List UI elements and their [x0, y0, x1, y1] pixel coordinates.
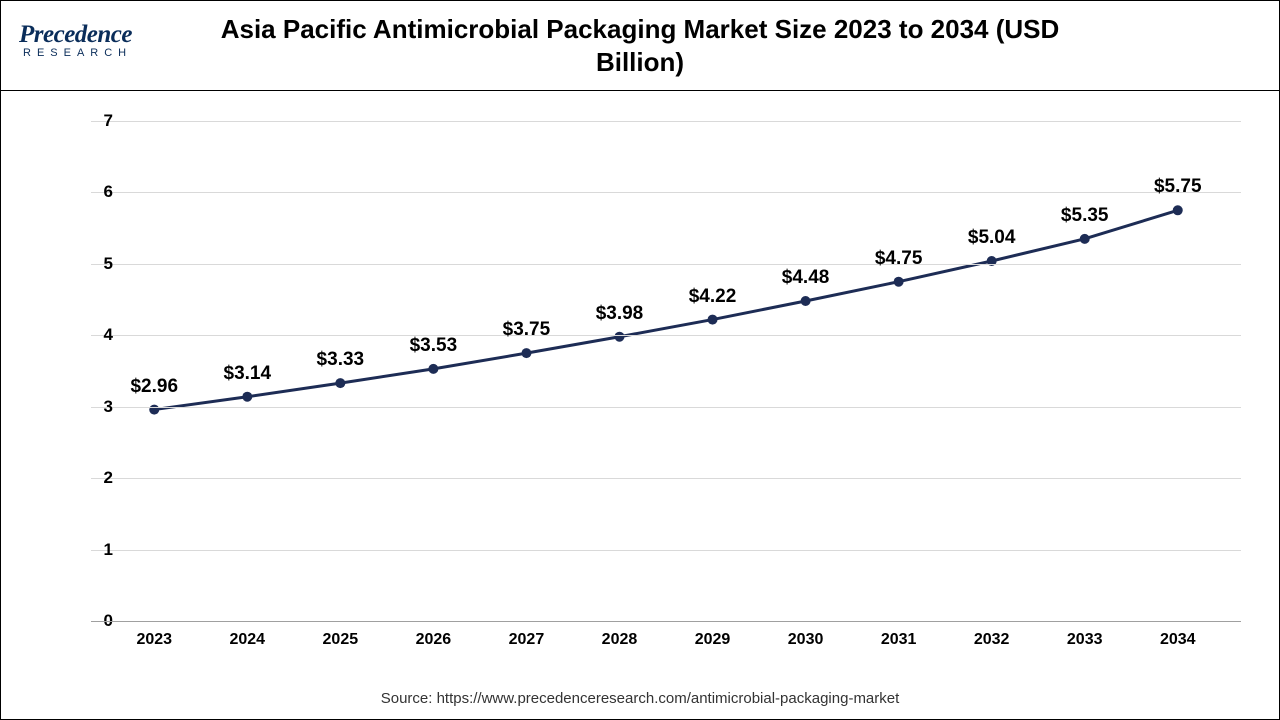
y-tick-label: 4 — [83, 325, 113, 345]
data-marker — [894, 277, 904, 287]
x-tick-label: 2024 — [229, 631, 265, 649]
x-tick-label: 2034 — [1160, 631, 1196, 649]
data-marker — [708, 315, 718, 325]
gridline — [91, 121, 1241, 122]
header: Precedence RESEARCH Asia Pacific Antimic… — [1, 1, 1279, 91]
data-marker — [428, 364, 438, 374]
y-tick-label: 7 — [83, 111, 113, 131]
data-label: $4.22 — [689, 286, 737, 308]
x-tick-label: 2028 — [602, 631, 638, 649]
logo-main: Precedence — [19, 21, 179, 49]
gridline — [91, 264, 1241, 265]
data-label: $2.96 — [130, 376, 178, 398]
logo-sub: RESEARCH — [19, 47, 179, 59]
chart-area: 0123456720232024202520262027202820292030… — [57, 121, 1257, 661]
x-tick-label: 2030 — [788, 631, 824, 649]
gridline — [91, 192, 1241, 193]
data-label: $3.14 — [224, 363, 272, 385]
brand-logo: Precedence RESEARCH — [19, 21, 179, 59]
data-marker — [1080, 234, 1090, 244]
data-label: $5.35 — [1061, 205, 1109, 227]
data-label: $4.75 — [875, 248, 923, 270]
line-series — [154, 210, 1178, 409]
gridline — [91, 407, 1241, 408]
y-tick-label: 6 — [83, 182, 113, 202]
data-marker — [801, 296, 811, 306]
x-tick-label: 2026 — [416, 631, 452, 649]
x-axis-line — [91, 621, 1241, 622]
chart-title: Asia Pacific Antimicrobial Packaging Mar… — [181, 13, 1099, 78]
gridline — [91, 550, 1241, 551]
x-tick-label: 2031 — [881, 631, 917, 649]
data-label: $3.98 — [596, 303, 644, 325]
source-attribution: Source: https://www.precedenceresearch.c… — [1, 690, 1279, 707]
data-label: $4.48 — [782, 267, 830, 289]
data-label: $3.75 — [503, 319, 551, 341]
data-label: $3.33 — [317, 349, 365, 371]
data-label: $3.53 — [410, 335, 458, 357]
data-marker — [242, 392, 252, 402]
data-marker — [614, 332, 624, 342]
data-label: $5.04 — [968, 227, 1016, 249]
plot-region: 0123456720232024202520262027202820292030… — [91, 121, 1241, 621]
data-marker — [335, 378, 345, 388]
x-tick-label: 2033 — [1067, 631, 1103, 649]
data-marker — [521, 348, 531, 358]
title-wrap: Asia Pacific Antimicrobial Packaging Mar… — [1, 13, 1279, 78]
gridline — [91, 335, 1241, 336]
x-tick-label: 2032 — [974, 631, 1010, 649]
x-tick-label: 2023 — [136, 631, 172, 649]
y-tick-label: 1 — [83, 540, 113, 560]
y-tick-label: 3 — [83, 397, 113, 417]
data-label: $5.75 — [1154, 176, 1202, 198]
x-tick-label: 2029 — [695, 631, 731, 649]
y-tick-label: 5 — [83, 254, 113, 274]
y-tick-label: 2 — [83, 468, 113, 488]
gridline — [91, 478, 1241, 479]
data-marker — [1173, 205, 1183, 215]
x-tick-label: 2027 — [509, 631, 545, 649]
x-tick-label: 2025 — [323, 631, 359, 649]
